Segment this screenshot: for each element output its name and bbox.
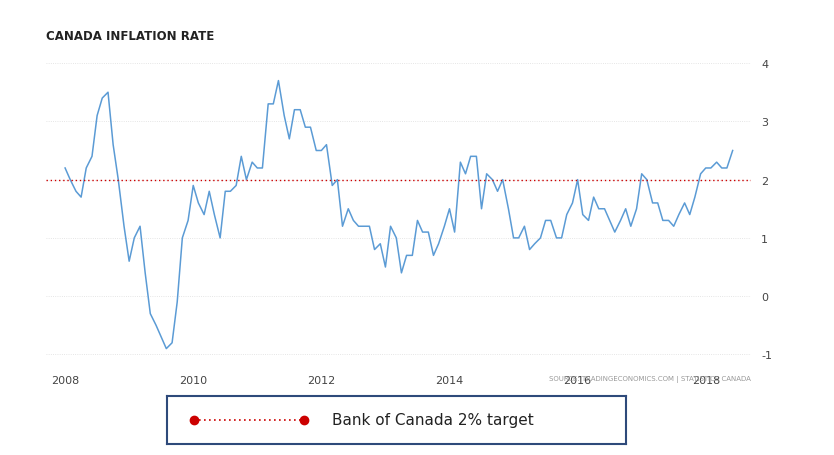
Text: CANADA INFLATION RATE: CANADA INFLATION RATE [46, 30, 214, 43]
Text: Bank of Canada 2% target: Bank of Canada 2% target [332, 412, 534, 427]
Text: SOURCE: TRADINGECONOMICS.COM | STATISTICS CANADA: SOURCE: TRADINGECONOMICS.COM | STATISTIC… [549, 375, 751, 382]
